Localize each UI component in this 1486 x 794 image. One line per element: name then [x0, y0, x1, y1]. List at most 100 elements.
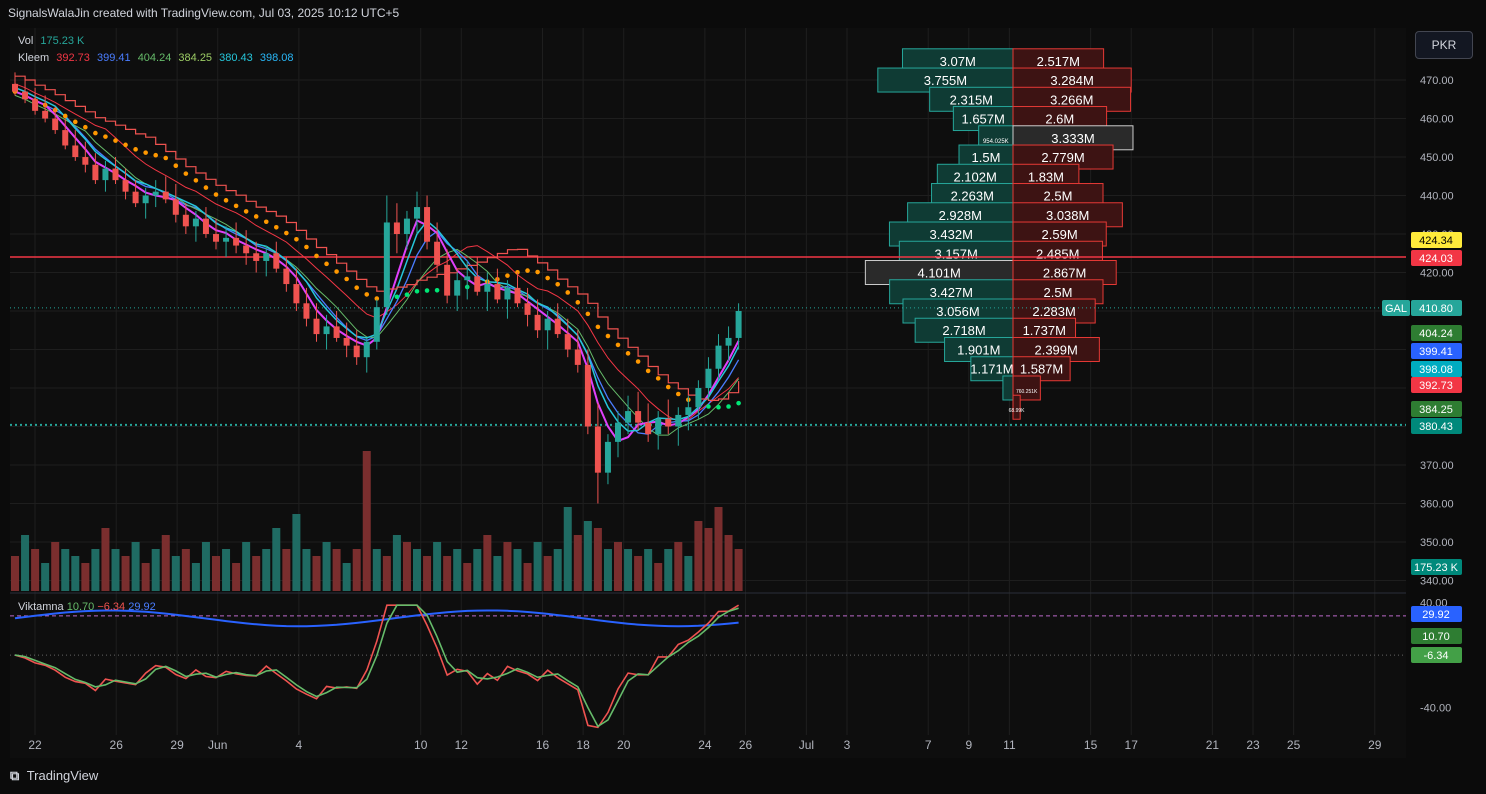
supertrend-dot: [263, 219, 269, 225]
volume-bar: [31, 549, 40, 591]
profile-buy-bar: [1002, 375, 1014, 401]
candle-body: [52, 118, 59, 131]
price-tick-label: 460.00: [1420, 114, 1454, 126]
volume-bar: [714, 507, 723, 591]
time-tick-label: 29: [1368, 738, 1382, 752]
profile-sell-label: 1.587M: [1020, 362, 1063, 377]
supertrend-dot: [394, 294, 400, 300]
osc-green-line: [14, 604, 739, 728]
price-badge: 384.25: [1419, 404, 1453, 416]
candle-body: [263, 253, 270, 261]
profile-buy-label: 3.432M: [930, 227, 973, 242]
supertrend-dot: [274, 224, 279, 230]
candle-body: [464, 276, 471, 281]
supertrend-dot: [314, 253, 319, 259]
volume-bar: [232, 563, 241, 591]
time-tick-label: 9: [965, 738, 972, 752]
volume-bar: [11, 556, 19, 591]
volume-bar: [101, 528, 110, 591]
price-badge-bg: [1411, 325, 1462, 341]
volume-bar: [593, 528, 602, 591]
volume-bar: [423, 556, 432, 591]
volume-bar: [302, 549, 311, 591]
candle-body: [403, 218, 410, 235]
volume-bar: [161, 535, 170, 591]
volume-bar: [372, 549, 381, 591]
profile-buy-label: 2.928M: [939, 208, 982, 223]
volume-bars: [11, 451, 743, 591]
profile-sell-label: 1.737M: [1023, 323, 1066, 338]
vol-legend: Vol 175.23 K: [18, 35, 88, 47]
profile-buy-label: 1.657M: [961, 112, 1004, 127]
supertrend-dot: [736, 400, 741, 406]
time-tick-label: 15: [1084, 738, 1098, 752]
volume-bar: [523, 563, 532, 591]
candle-body: [383, 222, 390, 308]
kleem-legend: Kleem 392.73 399.41 404.24 384.25 380.43…: [18, 52, 298, 64]
osc-badge: 10.70: [1422, 631, 1450, 643]
candle-body: [625, 411, 632, 423]
candle-body: [594, 426, 601, 473]
time-tick-label: 20: [617, 738, 631, 752]
supertrend-dot: [73, 119, 78, 125]
supertrend-dot: [284, 230, 289, 236]
volume-bar: [473, 549, 482, 591]
supertrend-dot: [645, 368, 651, 374]
supertrend-dot: [706, 404, 711, 409]
price-tick-label: 470.00: [1420, 75, 1454, 87]
candle-body: [534, 314, 541, 331]
supertrend-dot: [404, 292, 410, 297]
footer: ⧉ TradingView: [10, 768, 98, 784]
supertrend-dot: [535, 269, 540, 275]
time-tick-label: 7: [925, 738, 932, 752]
candle-body: [293, 284, 300, 304]
volume-bar: [242, 542, 251, 591]
volume-bar: [262, 549, 271, 591]
supertrend-dot: [203, 185, 209, 190]
candle-body: [725, 337, 732, 346]
supertrend-dot: [93, 130, 98, 136]
supertrend-dot: [173, 163, 179, 168]
volume-bar: [533, 542, 542, 591]
candle-body: [192, 218, 199, 227]
supertrend-dot: [253, 214, 259, 219]
candle-body: [615, 422, 621, 442]
price-badge: 410.80: [1419, 303, 1453, 315]
vol-label: Vol: [18, 35, 34, 47]
volume-bar: [272, 528, 281, 591]
volume-bar: [694, 521, 703, 591]
supertrend-dot: [123, 142, 128, 148]
time-tick-label: 11: [1003, 738, 1016, 752]
candle-body: [434, 241, 441, 265]
kleem-value-6: 398.08: [259, 52, 294, 64]
profile-sell-label: 2.6M: [1045, 112, 1074, 127]
volume-bar: [141, 563, 150, 591]
osc-badge-bg: [1411, 647, 1462, 663]
profile-sell-label: 2.5M: [1044, 189, 1073, 204]
candle-body: [333, 326, 340, 338]
supertrend-dot: [424, 288, 430, 293]
price-badge-bg: [1411, 300, 1462, 316]
supertrend-dot: [294, 237, 299, 242]
supertrend-dot: [716, 404, 721, 410]
candle-body: [32, 99, 39, 111]
time-tick-label: 23: [1246, 738, 1260, 752]
volume-bar: [352, 549, 361, 591]
price-badge: 399.41: [1419, 346, 1453, 358]
volume-bar: [402, 542, 411, 591]
candle-body: [202, 218, 209, 235]
currency-button[interactable]: PKR: [1415, 31, 1473, 59]
candle-body: [584, 364, 591, 427]
candle-body: [424, 207, 431, 242]
volume-bar: [443, 556, 452, 591]
supertrend-dot: [726, 404, 731, 409]
footer-brand: TradingView: [26, 768, 99, 783]
oscillator-value-1: 10.70: [66, 601, 95, 613]
candle-body: [172, 199, 179, 215]
candle-body: [655, 418, 662, 435]
price-badge-bg: [1411, 361, 1462, 377]
kleem-value-3: 404.24: [137, 52, 172, 64]
tradingview-logo-icon: ⧉: [10, 768, 20, 783]
candle-body: [414, 207, 420, 219]
